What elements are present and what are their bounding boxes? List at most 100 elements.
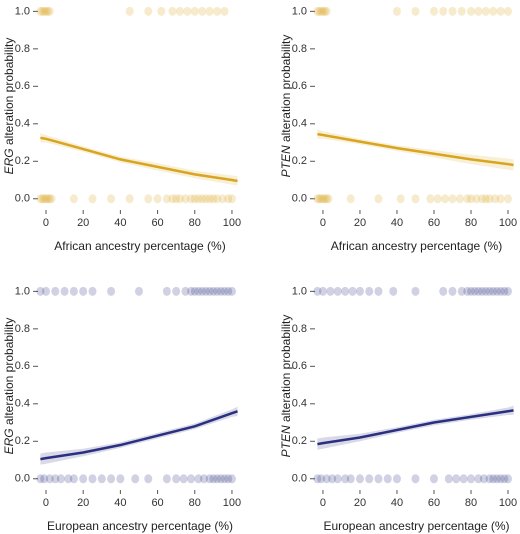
data-point: [69, 194, 78, 204]
data-point: [478, 286, 487, 296]
data-point: [131, 474, 140, 484]
data-point: [97, 474, 106, 484]
data-point: [396, 194, 405, 204]
data-point: [213, 194, 222, 204]
data-point: [194, 474, 203, 484]
data-point: [355, 474, 364, 484]
data-point: [172, 194, 181, 204]
data-point: [355, 286, 364, 296]
data-point: [315, 194, 324, 204]
data-point: [134, 286, 143, 296]
data-point: [47, 194, 56, 204]
data-point: [40, 6, 49, 16]
x-axis-label: African ancestry percentage (%): [331, 239, 502, 253]
data-point: [448, 194, 457, 204]
data-point: [389, 286, 398, 296]
x-axis-label: European ancestry percentage (%): [323, 519, 509, 533]
x-tick-label: 40: [114, 497, 126, 509]
data-point: [79, 474, 88, 484]
y-tick-label: 0.4: [292, 118, 307, 130]
data-point: [322, 194, 331, 204]
data-point: [466, 286, 475, 296]
data-point: [153, 194, 162, 204]
data-point: [496, 6, 505, 16]
data-point: [220, 286, 229, 296]
data-point: [448, 6, 457, 16]
data-point: [333, 286, 342, 296]
data-point: [172, 474, 181, 484]
data-point: [181, 194, 190, 204]
data-point: [496, 474, 505, 484]
y-tick-label: 1.0: [15, 5, 30, 17]
data-point: [187, 474, 196, 484]
fit-line: [40, 136, 238, 183]
data-point: [40, 474, 49, 484]
data-point: [492, 474, 501, 484]
data-point: [209, 286, 218, 296]
data-point: [411, 6, 420, 16]
data-point: [433, 194, 442, 204]
data-point: [51, 286, 60, 296]
data-point: [227, 194, 236, 204]
y-tick-label: 0.8: [15, 43, 30, 55]
data-point: [36, 6, 45, 16]
data-point: [474, 6, 483, 16]
x-tick-label: 80: [189, 217, 201, 229]
data-point: [313, 6, 322, 16]
data-point: [459, 474, 468, 484]
data-point: [36, 474, 45, 484]
data-point: [43, 6, 52, 16]
data-point: [38, 194, 47, 204]
data-point: [45, 6, 54, 16]
ticks: [33, 10, 233, 214]
y-tick-label: 0.8: [15, 323, 30, 335]
data-point: [175, 6, 184, 16]
panel: 0.0 0.2 0.4 0.6 0.8 1.0 0 20 40 60 80 100 African an…: [279, 5, 517, 253]
data-point: [481, 6, 490, 16]
data-point: [474, 286, 483, 296]
data-point: [485, 286, 494, 296]
data-point: [348, 286, 357, 296]
data-point: [187, 194, 196, 204]
data-point: [318, 6, 327, 16]
data-point: [88, 194, 97, 204]
data-point: [179, 474, 188, 484]
data-point: [496, 194, 505, 204]
data-point: [41, 194, 50, 204]
data-point: [209, 474, 218, 484]
x-tick-label: 20: [77, 217, 89, 229]
confidence-band: [40, 133, 238, 186]
data-point: [205, 286, 214, 296]
y-tick-label: 0.2: [15, 155, 30, 167]
data-point: [439, 6, 448, 16]
data-point: [322, 474, 331, 484]
x-tick-label: 60: [151, 497, 163, 509]
data-point: [220, 6, 229, 16]
x-tick-label: 20: [77, 497, 89, 509]
data-point: [36, 194, 45, 204]
data-point: [220, 474, 229, 484]
data-point: [205, 474, 214, 484]
data-point: [470, 286, 479, 296]
data-point: [326, 286, 335, 296]
y-tick-label: 0.0: [292, 473, 307, 485]
data-point: [479, 474, 488, 484]
data-point: [162, 286, 171, 296]
data-point: [504, 286, 513, 296]
data-point: [201, 194, 210, 204]
data-point: [341, 474, 350, 484]
data-point: [216, 474, 225, 484]
data-point: [383, 474, 392, 484]
data-point: [107, 286, 116, 296]
y-tick-label: 1.0: [292, 5, 307, 17]
data-point: [209, 194, 218, 204]
data-point: [474, 474, 483, 484]
y-tick-label: 1.0: [292, 285, 307, 297]
x-tick-label: 100: [223, 497, 241, 509]
data-point: [187, 286, 196, 296]
y-tick-label: 0.4: [15, 118, 30, 130]
data-point: [374, 474, 383, 484]
data-point: [227, 286, 236, 296]
data-point: [429, 474, 438, 484]
